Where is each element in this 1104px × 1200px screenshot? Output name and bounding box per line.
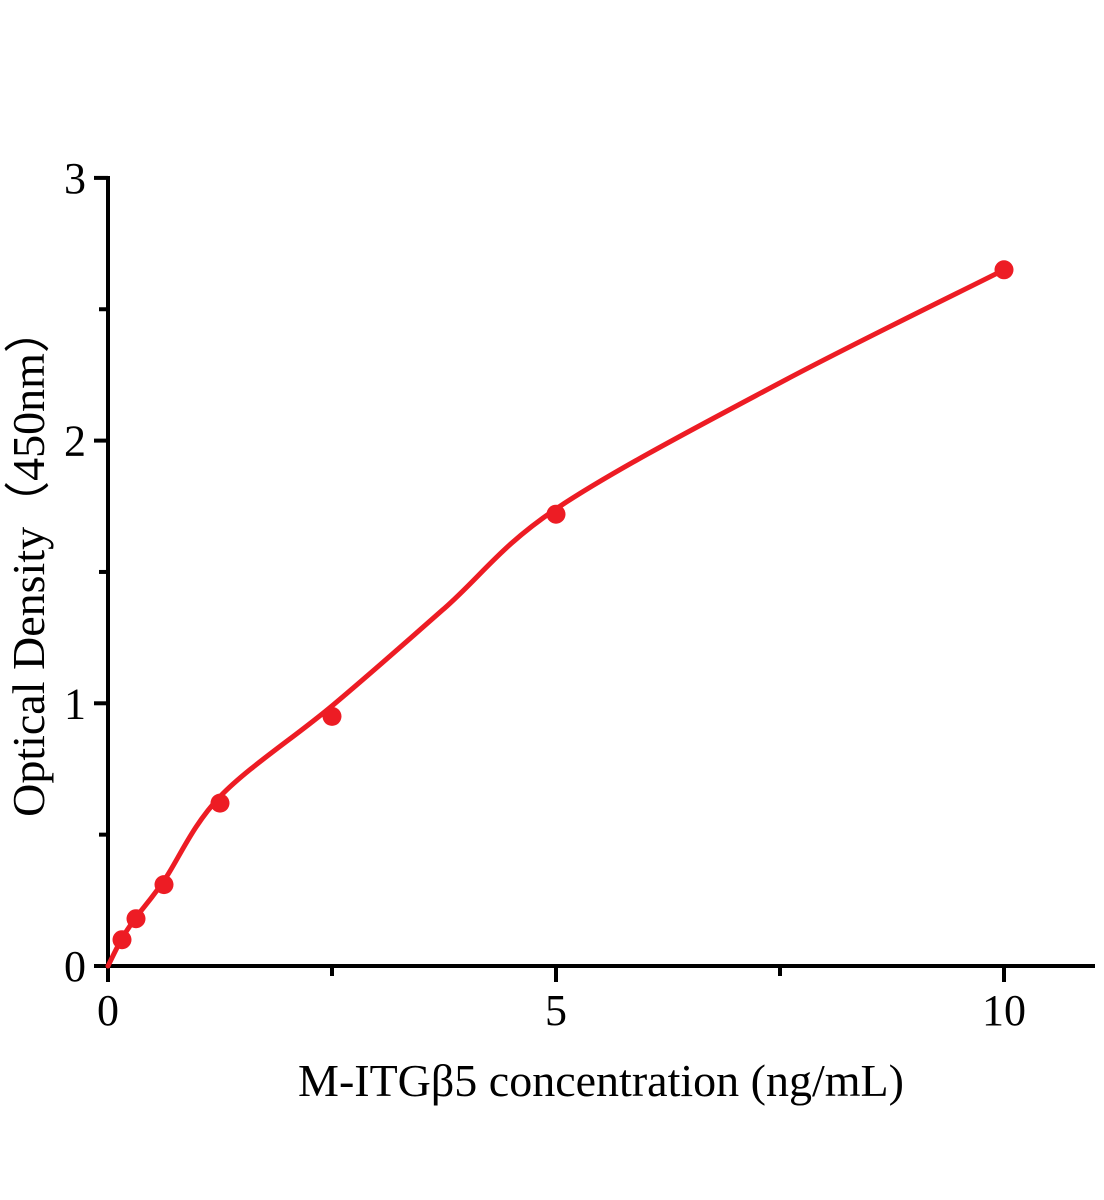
data-point xyxy=(994,260,1014,280)
axes-layer: 0 5 10 0 1 2 3 xyxy=(64,154,1095,1035)
data-point xyxy=(210,793,230,813)
fit-curve xyxy=(105,267,1007,969)
x-tick-label: 10 xyxy=(982,986,1026,1035)
axis-spine xyxy=(106,176,1095,968)
x-tick-label: 5 xyxy=(545,986,567,1035)
y-tick-label: 1 xyxy=(64,679,86,728)
x-axis-title: M-ITGβ5 concentration (ng/mL) xyxy=(298,1055,904,1106)
data-point xyxy=(322,706,342,726)
labels-layer: M-ITGβ5 concentration (ng/mL) Optical De… xyxy=(3,307,904,1106)
data-point xyxy=(154,875,174,895)
x-tick-label: 0 xyxy=(97,986,119,1035)
data-point xyxy=(546,504,566,524)
data-point xyxy=(126,909,146,929)
y-axis-title: Optical Density（450nm） xyxy=(3,307,54,817)
data-point xyxy=(112,930,132,950)
y-tick-label: 2 xyxy=(64,417,86,466)
series-layer xyxy=(105,260,1014,969)
y-tick-label: 3 xyxy=(64,154,86,203)
y-tick-label: 0 xyxy=(64,942,86,991)
